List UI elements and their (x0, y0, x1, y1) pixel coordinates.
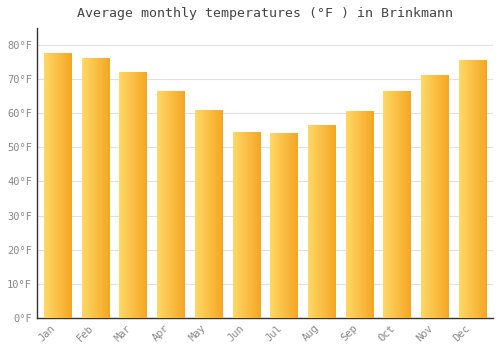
Title: Average monthly temperatures (°F ) in Brinkmann: Average monthly temperatures (°F ) in Br… (77, 7, 453, 20)
